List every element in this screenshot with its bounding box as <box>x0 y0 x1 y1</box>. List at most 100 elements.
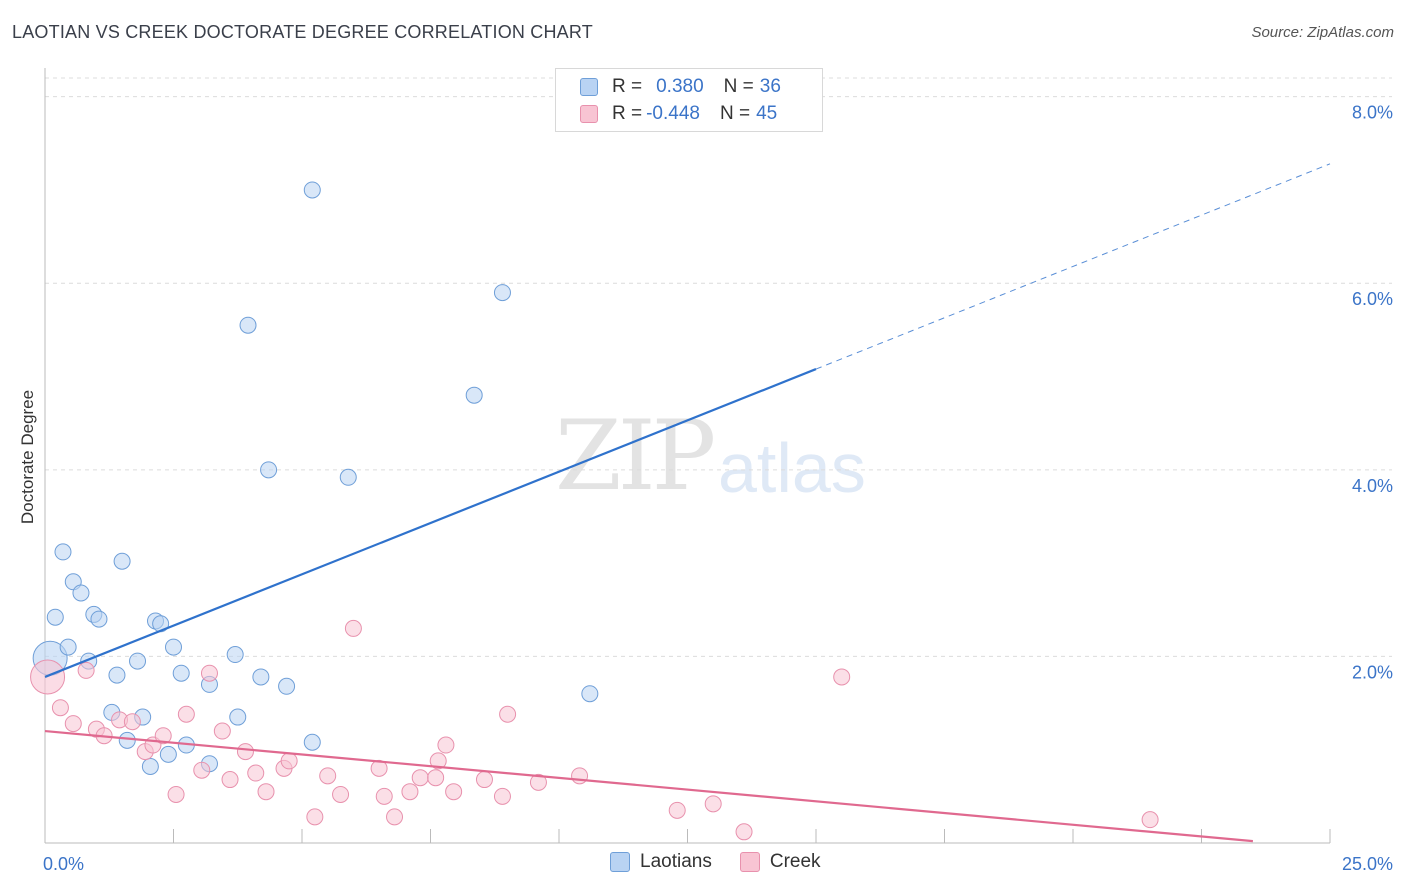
laotians-trend-line <box>44 368 817 678</box>
creek-point <box>668 801 686 819</box>
creek-point <box>437 736 455 754</box>
creek-point <box>411 769 429 787</box>
laotians-point <box>129 652 147 670</box>
watermark-atlas: atlas <box>718 429 866 507</box>
creek-point <box>247 764 265 782</box>
y-tick-label: 6.0% <box>1352 289 1393 309</box>
creek-legend-label: Creek <box>769 851 821 872</box>
creek-point <box>529 773 547 791</box>
creek-point <box>429 752 447 770</box>
series-legend: Laotians Creek <box>610 851 849 873</box>
data-points <box>30 181 1159 841</box>
creek-point <box>499 705 517 723</box>
axes <box>44 68 1331 844</box>
laotians-point <box>72 584 90 602</box>
laotians-point <box>46 608 64 626</box>
legend-row-creek: R = -0.448 N = 45 <box>580 101 777 127</box>
legend-n-label: N = <box>723 76 754 97</box>
creek-point <box>401 783 419 801</box>
legend-n-value: 45 <box>756 103 778 124</box>
laotians-point <box>229 708 247 726</box>
creek-point <box>571 767 589 785</box>
x-tick-label: 25.0% <box>1342 854 1393 874</box>
laotians-point <box>226 646 244 664</box>
creek-point <box>193 761 211 779</box>
laotians-point <box>465 386 483 404</box>
laotians-point <box>118 731 136 749</box>
creek-point <box>236 743 254 761</box>
creek-point <box>735 823 753 841</box>
creek-point <box>64 715 82 733</box>
laotians-point <box>339 468 357 486</box>
creek-point <box>77 661 95 679</box>
laotians-point <box>252 668 270 686</box>
creek-point <box>475 771 493 789</box>
creek-point <box>332 785 350 803</box>
laotians-point <box>141 758 159 775</box>
creek-point <box>427 769 445 787</box>
tick-labels: 2.0% 4.0% 6.0% 8.0% 0.0% 25.0% <box>43 103 1393 874</box>
y-axis-title: Doctorate Degree <box>18 390 37 524</box>
laotians-point <box>90 610 108 628</box>
laotians-swatch <box>580 78 598 96</box>
creek-point <box>445 783 463 801</box>
grid-lines <box>45 77 1392 657</box>
creek-point <box>704 795 722 813</box>
creek-point <box>319 767 337 785</box>
creek-point <box>833 668 851 686</box>
creek-point <box>344 619 362 637</box>
laotians-point <box>59 638 77 656</box>
legend-r-value: -0.448 <box>646 103 700 124</box>
laotians-point <box>54 543 72 561</box>
creek-point <box>375 787 393 805</box>
creek-point <box>177 705 195 723</box>
creek-point <box>386 808 404 826</box>
chart-title: LAOTIAN VS CREEK DOCTORATE DEGREE CORREL… <box>12 22 593 42</box>
laotians-point <box>239 316 257 334</box>
legend-n-value: 36 <box>759 76 781 97</box>
laotians-point <box>108 666 126 684</box>
creek-swatch <box>580 105 598 123</box>
creek-point <box>221 771 239 789</box>
laotians-point <box>493 284 511 302</box>
laotians-point <box>172 664 190 682</box>
legend-item-laotians: Laotians <box>610 851 712 873</box>
creek-point <box>493 787 511 805</box>
creek-point <box>167 785 185 803</box>
laotians-point <box>159 745 177 763</box>
legend-item-creek: Creek <box>739 851 821 873</box>
source-label: Source: ZipAtlas.com <box>1251 24 1394 41</box>
y-tick-label: 2.0% <box>1352 662 1393 682</box>
creek-point <box>257 783 275 801</box>
laotians-legend-swatch <box>610 852 630 872</box>
laotians-point <box>581 685 599 703</box>
creek-legend-swatch <box>739 852 760 872</box>
laotians-point <box>303 733 321 751</box>
creek-point <box>154 727 172 745</box>
creek-point <box>1141 811 1159 829</box>
creek-point <box>306 808 324 826</box>
creek-point <box>200 664 218 682</box>
legend-r-value: 0.380 <box>656 76 704 97</box>
creek-point <box>51 699 69 717</box>
laotians-trend-extension <box>815 163 1331 370</box>
creek-point <box>213 722 231 740</box>
y-tick-label: 8.0% <box>1352 103 1393 123</box>
legend-r-label: R = <box>612 103 643 124</box>
creek-trend-line <box>44 729 1253 843</box>
laotians-point <box>113 552 131 570</box>
laotians-point <box>303 181 321 199</box>
creek-point <box>123 713 141 731</box>
legend-r-label: R = <box>612 76 643 97</box>
laotians-legend-label: Laotians <box>640 851 712 872</box>
x-tick-label: 0.0% <box>43 854 84 874</box>
laotians-point <box>278 677 296 695</box>
trend-lines <box>44 163 1331 843</box>
legend-row-laotians: R = 0.380 N = 36 <box>580 74 781 100</box>
laotians-point <box>165 638 182 656</box>
laotians-point <box>260 461 278 479</box>
y-tick-label: 4.0% <box>1352 476 1393 496</box>
creek-point <box>370 759 388 777</box>
creek-point <box>280 752 298 770</box>
